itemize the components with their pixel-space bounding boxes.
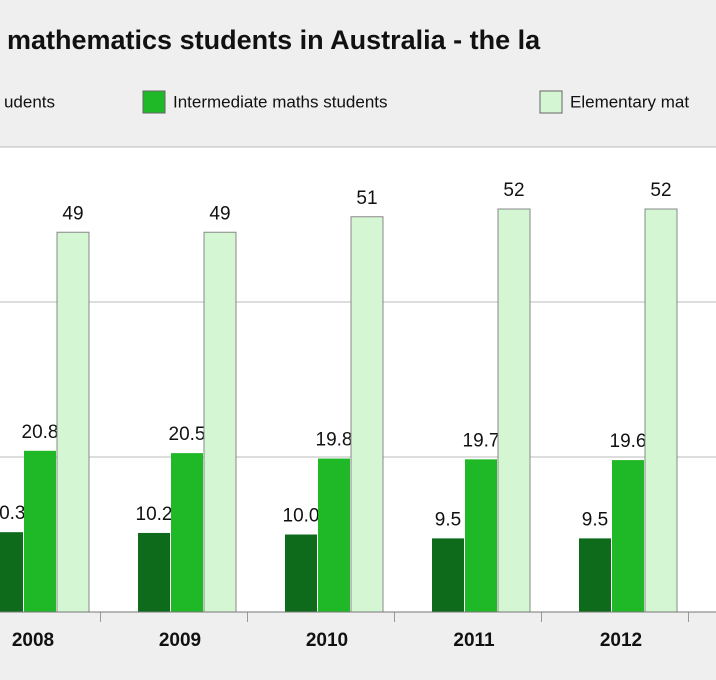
legend-label: Elementary mat bbox=[570, 92, 689, 111]
bar bbox=[285, 534, 317, 612]
legend-label: Intermediate maths students bbox=[173, 92, 388, 111]
value-label: 49 bbox=[62, 203, 83, 224]
value-label: 20.5 bbox=[169, 424, 206, 445]
bar bbox=[138, 532, 170, 612]
value-label: 9.5 bbox=[435, 509, 461, 530]
legend-swatch bbox=[539, 90, 563, 114]
bar bbox=[56, 231, 90, 613]
chart-title: mathematics students in Australia - the … bbox=[7, 25, 541, 55]
value-label: 10.2 bbox=[136, 504, 173, 525]
value-label: 10.0 bbox=[283, 506, 320, 527]
value-label: 51 bbox=[356, 188, 377, 209]
value-label: 20.8 bbox=[22, 422, 59, 443]
bar bbox=[644, 208, 678, 613]
value-label: 52 bbox=[650, 180, 671, 201]
bar bbox=[350, 216, 384, 613]
bar bbox=[612, 460, 644, 612]
legend-swatch bbox=[142, 90, 166, 114]
value-label: 19.7 bbox=[463, 430, 500, 451]
value-label: 19.8 bbox=[316, 430, 353, 451]
bar bbox=[497, 208, 531, 613]
x-tick-label: 2012 bbox=[600, 630, 642, 651]
bar bbox=[203, 231, 237, 613]
bar bbox=[465, 459, 497, 612]
value-label: 10.3 bbox=[0, 503, 25, 524]
bar bbox=[24, 450, 56, 612]
bar bbox=[579, 538, 611, 612]
bar bbox=[171, 453, 203, 612]
value-label: 19.6 bbox=[610, 431, 647, 452]
bar bbox=[318, 458, 350, 612]
x-tick-label: 2010 bbox=[306, 630, 348, 651]
x-tick-label: 2008 bbox=[12, 630, 54, 651]
x-tick-label: 2009 bbox=[159, 630, 201, 651]
value-label: 9.5 bbox=[582, 509, 608, 530]
bar bbox=[432, 538, 464, 612]
value-label: 52 bbox=[503, 180, 524, 201]
x-tick-label: 2011 bbox=[453, 630, 495, 651]
bar bbox=[0, 532, 23, 612]
value-label: 49 bbox=[209, 203, 230, 224]
legend-label: udents bbox=[4, 92, 55, 111]
